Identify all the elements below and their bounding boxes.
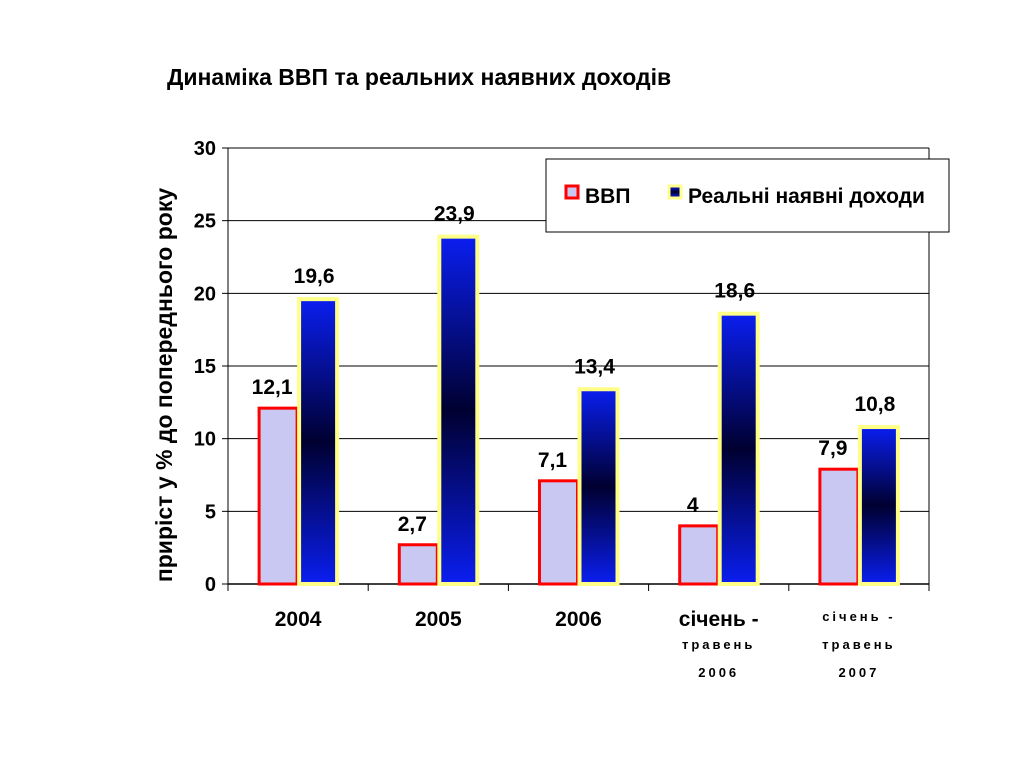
y-axis-title: приріст у % до попереднього року (151, 188, 177, 582)
legend-swatch-gdp (564, 184, 580, 200)
bar-gdp (397, 543, 439, 586)
chart-title: Динаміка ВВП та реальних наявних доходів (167, 64, 671, 90)
legend: ВВП Реальні наявні доходи (545, 158, 950, 233)
bar-gdp (538, 479, 579, 586)
data-label-gdp: 7,9 (818, 437, 847, 460)
y-tick-label: 15 (194, 356, 216, 378)
x-tick-label: 2005 (415, 608, 462, 631)
x-tick-label: травень (822, 637, 895, 652)
data-label-gdp: 4 (687, 494, 699, 517)
data-labels: 12,1 19,6 2,7 23,9 7,1 13,4 4 18,6 7,9 10,8 (252, 203, 896, 536)
data-label-income: 18,6 (714, 280, 755, 303)
data-label-income: 23,9 (434, 203, 475, 226)
x-tick-label: 2006 (698, 665, 739, 680)
data-label-gdp: 2,7 (398, 513, 427, 536)
legend-box (545, 158, 950, 233)
y-tick-label: 5 (205, 501, 216, 523)
bar-income (437, 234, 480, 587)
bars (257, 234, 900, 587)
data-label-income: 19,6 (294, 265, 335, 288)
y-tick-label: 25 (194, 211, 216, 233)
y-tick-label: 0 (205, 574, 216, 596)
y-axis-ticks: 0 5 10 15 20 25 30 (194, 138, 216, 596)
x-tick-label: січень - (822, 609, 895, 624)
legend-label-gdp: ВВП (585, 185, 630, 208)
bar-income (857, 425, 900, 587)
x-tick-label: 2004 (275, 608, 322, 631)
y-tick-label: 20 (194, 283, 216, 305)
legend-label-income: Реальні наявні доходи (688, 185, 925, 208)
bar-income (717, 311, 760, 586)
data-label-income: 10,8 (854, 393, 895, 416)
data-label-gdp: 7,1 (538, 449, 568, 472)
x-tick-label: травень (682, 637, 755, 652)
bar-income (297, 297, 340, 586)
data-label-gdp: 12,1 (252, 376, 293, 399)
bar-gdp (818, 467, 860, 586)
x-tick-label: 2007 (838, 665, 879, 680)
legend-swatch-income (667, 184, 683, 200)
x-tick-label: 2006 (555, 608, 602, 631)
data-label-income: 13,4 (574, 355, 615, 378)
bar-income (577, 387, 620, 586)
x-tick-label: січень - (679, 608, 759, 631)
bar-gdp (678, 524, 720, 586)
x-axis-ticks: 2004 2005 2006 січень - травень 2006 січень - т… (275, 608, 895, 680)
y-tick-label: 10 (194, 429, 216, 451)
bar-gdp (257, 406, 299, 586)
y-tick-label: 30 (194, 138, 216, 160)
